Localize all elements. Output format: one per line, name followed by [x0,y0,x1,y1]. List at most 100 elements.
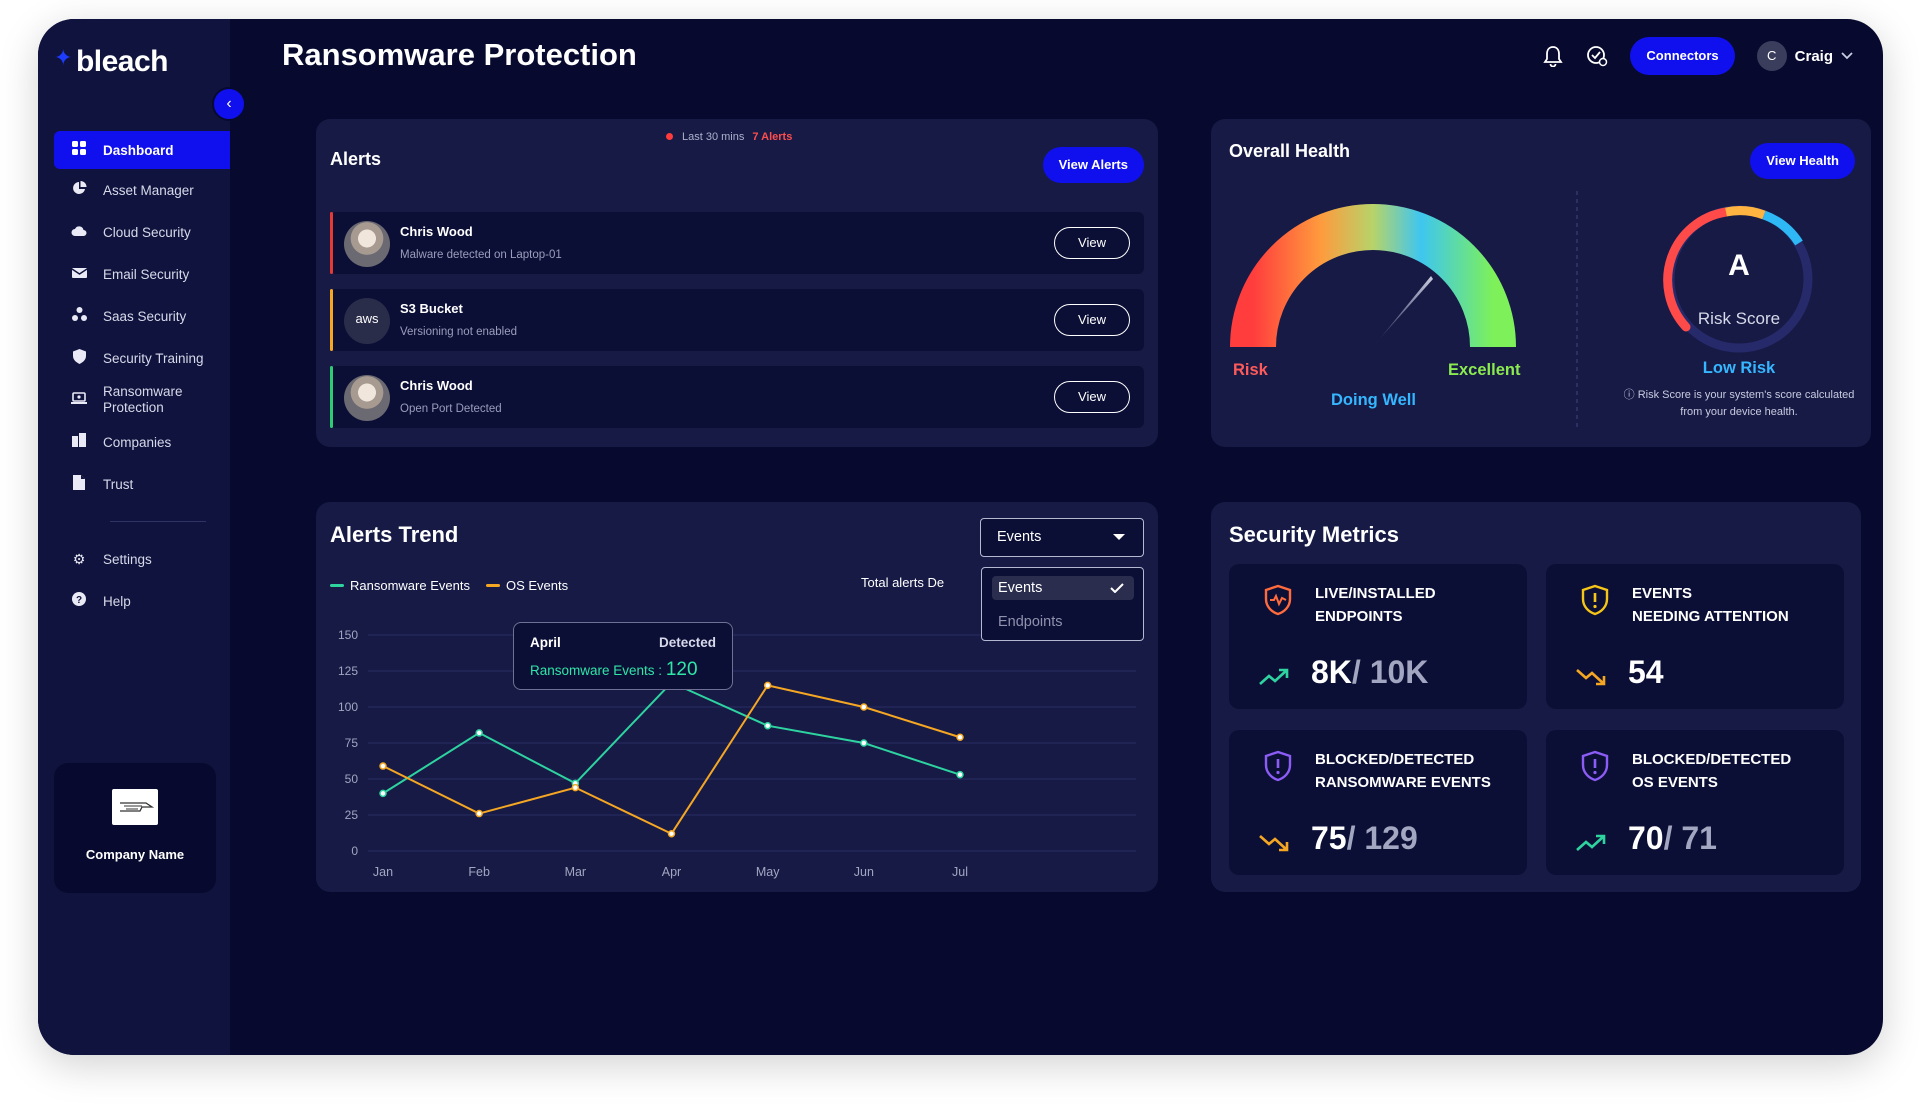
recent-count: 7 Alerts [752,131,793,143]
trend-up-icon [1576,832,1606,858]
data-point [379,762,387,770]
sidebar-divider [110,521,206,522]
sidebar-item-companies[interactable]: Companies [54,421,230,463]
sidebar-item-asset-manager[interactable]: Asset Manager [54,169,230,211]
risk-grade: A [1728,249,1750,282]
total-alerts-label: Total alerts De [861,575,945,590]
y-tick-label: 100 [338,700,358,714]
metric-label-line2: ENDPOINTS [1315,608,1403,625]
sidebar-item-cloud-security[interactable]: Cloud Security [54,211,230,253]
data-point [763,681,772,690]
y-tick-label: 75 [345,736,359,750]
metric-label-line1: EVENTS [1632,585,1693,602]
user-menu[interactable]: C Craig [1756,41,1853,71]
sidebar-item-email-security[interactable]: Email Security [54,253,230,295]
view-alerts-button[interactable]: View Alerts [1042,147,1144,183]
data-point [475,729,483,737]
company-logo [112,789,158,825]
connectors-button[interactable]: Connectors [1630,37,1735,75]
data-point [475,809,483,818]
legend-item: Ransomware Events [330,578,470,593]
document-icon [70,475,88,493]
trend-filter-dropdown: Events Endpoints [981,567,1144,641]
alert-description: Malware detected on Laptop-01 [400,249,562,261]
metric-total: / 10K [1351,654,1429,690]
metric-label-line1: BLOCKED/DETECTED [1315,751,1475,768]
gauge-min-label: Risk [1233,361,1268,379]
data-point [667,829,676,838]
sidebar-collapse-button[interactable]: ‹ [212,87,246,121]
user-name: Craig [1794,47,1833,65]
alert-description: Open Port Detected [400,403,502,415]
x-tick-label: Apr [662,865,681,879]
sidebar-item-ransomware-protection[interactable]: Ransomware Protection [54,379,230,421]
view-health-button[interactable]: View Health [1750,143,1855,179]
metric-card-os-events[interactable]: BLOCKED/DETECTED OS EVENTS 70/ 71 [1546,730,1844,875]
nodes-icon [70,307,88,325]
trend-title: Alerts Trend [330,522,459,547]
y-tick-label: 150 [338,628,358,642]
bell-icon[interactable] [1542,45,1564,68]
gauge-needle-icon [1373,276,1433,347]
legend-swatch [330,584,344,587]
avatar [344,375,390,421]
metric-current: 54 [1628,654,1664,690]
metric-label: EVENTS NEEDING ATTENTION [1632,582,1789,628]
metric-value: 70/ 71 [1628,820,1717,857]
alert-row[interactable]: aws S3 Bucket Versioning not enabled Vie… [330,289,1144,351]
sidebar-item-label: Saas Security [103,308,187,324]
risk-caption: ⓘ Risk Score is your system's score calc… [1623,387,1855,421]
metric-card-events-attention[interactable]: EVENTS NEEDING ATTENTION 54 [1546,564,1844,709]
metric-current: 8K [1311,654,1352,690]
x-tick-label: May [756,865,780,879]
sidebar-nav: Dashboard Asset Manager Cloud Security E… [54,131,230,622]
x-tick-label: Jun [854,865,874,879]
alert-row[interactable]: Chris Wood Malware detected on Laptop-01… [330,212,1144,274]
dropdown-option-endpoints[interactable]: Endpoints [998,614,1063,630]
risk-ring-blue [1762,210,1803,246]
legend-label: OS Events [505,578,569,593]
trend-filter-select[interactable]: Events [980,518,1144,557]
sidebar-item-label: Dashboard [103,142,174,158]
view-alert-button[interactable]: View [1054,381,1130,413]
trend-down-icon [1576,666,1606,692]
view-alert-button[interactable]: View [1054,227,1130,259]
dropdown-option-events[interactable]: Events [992,576,1134,600]
metric-label: BLOCKED/DETECTED RANSOMWARE EVENTS [1315,748,1491,794]
trend-up-icon [1259,666,1289,692]
alert-name: Chris Wood [400,378,473,393]
sidebar-item-help[interactable]: ? Help [54,580,230,622]
alert-row[interactable]: Chris Wood Open Port Detected View [330,366,1144,428]
severity-bar [330,212,333,274]
brand-name: bleach [75,45,169,78]
caret-down-icon [1113,534,1125,540]
sidebar-item-security-training[interactable]: Security Training [54,337,230,379]
sidebar-item-trust[interactable]: Trust [54,463,230,505]
metric-current: 75 [1311,820,1347,856]
sidebar-item-settings[interactable]: ⚙ Settings [54,538,230,580]
pie-icon [70,181,88,199]
severity-bar [330,289,333,351]
security-settings-icon[interactable] [1586,45,1608,67]
metric-card-ransomware-events[interactable]: BLOCKED/DETECTED RANSOMWARE EVENTS 75/ 12… [1229,730,1527,875]
legend-label: Ransomware Events [350,578,470,593]
brand-logo[interactable]: ✦ bleach [54,45,168,79]
metric-current: 70 [1628,820,1664,856]
alerts-card: Alerts Last 30 mins 7 Alerts View Alerts … [316,119,1158,447]
metric-card-endpoints[interactable]: LIVE/INSTALLED ENDPOINTS 8K/ 10K [1229,564,1527,709]
company-card[interactable]: Company Name [54,763,216,893]
legend-item: OS Events [485,578,569,593]
metric-label-line1: LIVE/INSTALLED [1315,585,1436,602]
sidebar-item-label: Asset Manager [103,182,194,198]
aws-logo-icon: aws [344,298,390,344]
tooltip-value: 120 [665,659,698,680]
view-alert-button[interactable]: View [1054,304,1130,336]
sidebar-item-saas-security[interactable]: Saas Security [54,295,230,337]
sidebar-item-dashboard[interactable]: Dashboard [54,131,230,169]
chart-legend: Ransomware Events OS Events [330,578,584,593]
metric-value: 54 [1628,654,1664,691]
data-point [956,733,964,741]
metrics-title: Security Metrics [1229,522,1399,547]
logo-spark-icon: ✦ [54,45,72,70]
alert-description: Versioning not enabled [400,326,518,338]
